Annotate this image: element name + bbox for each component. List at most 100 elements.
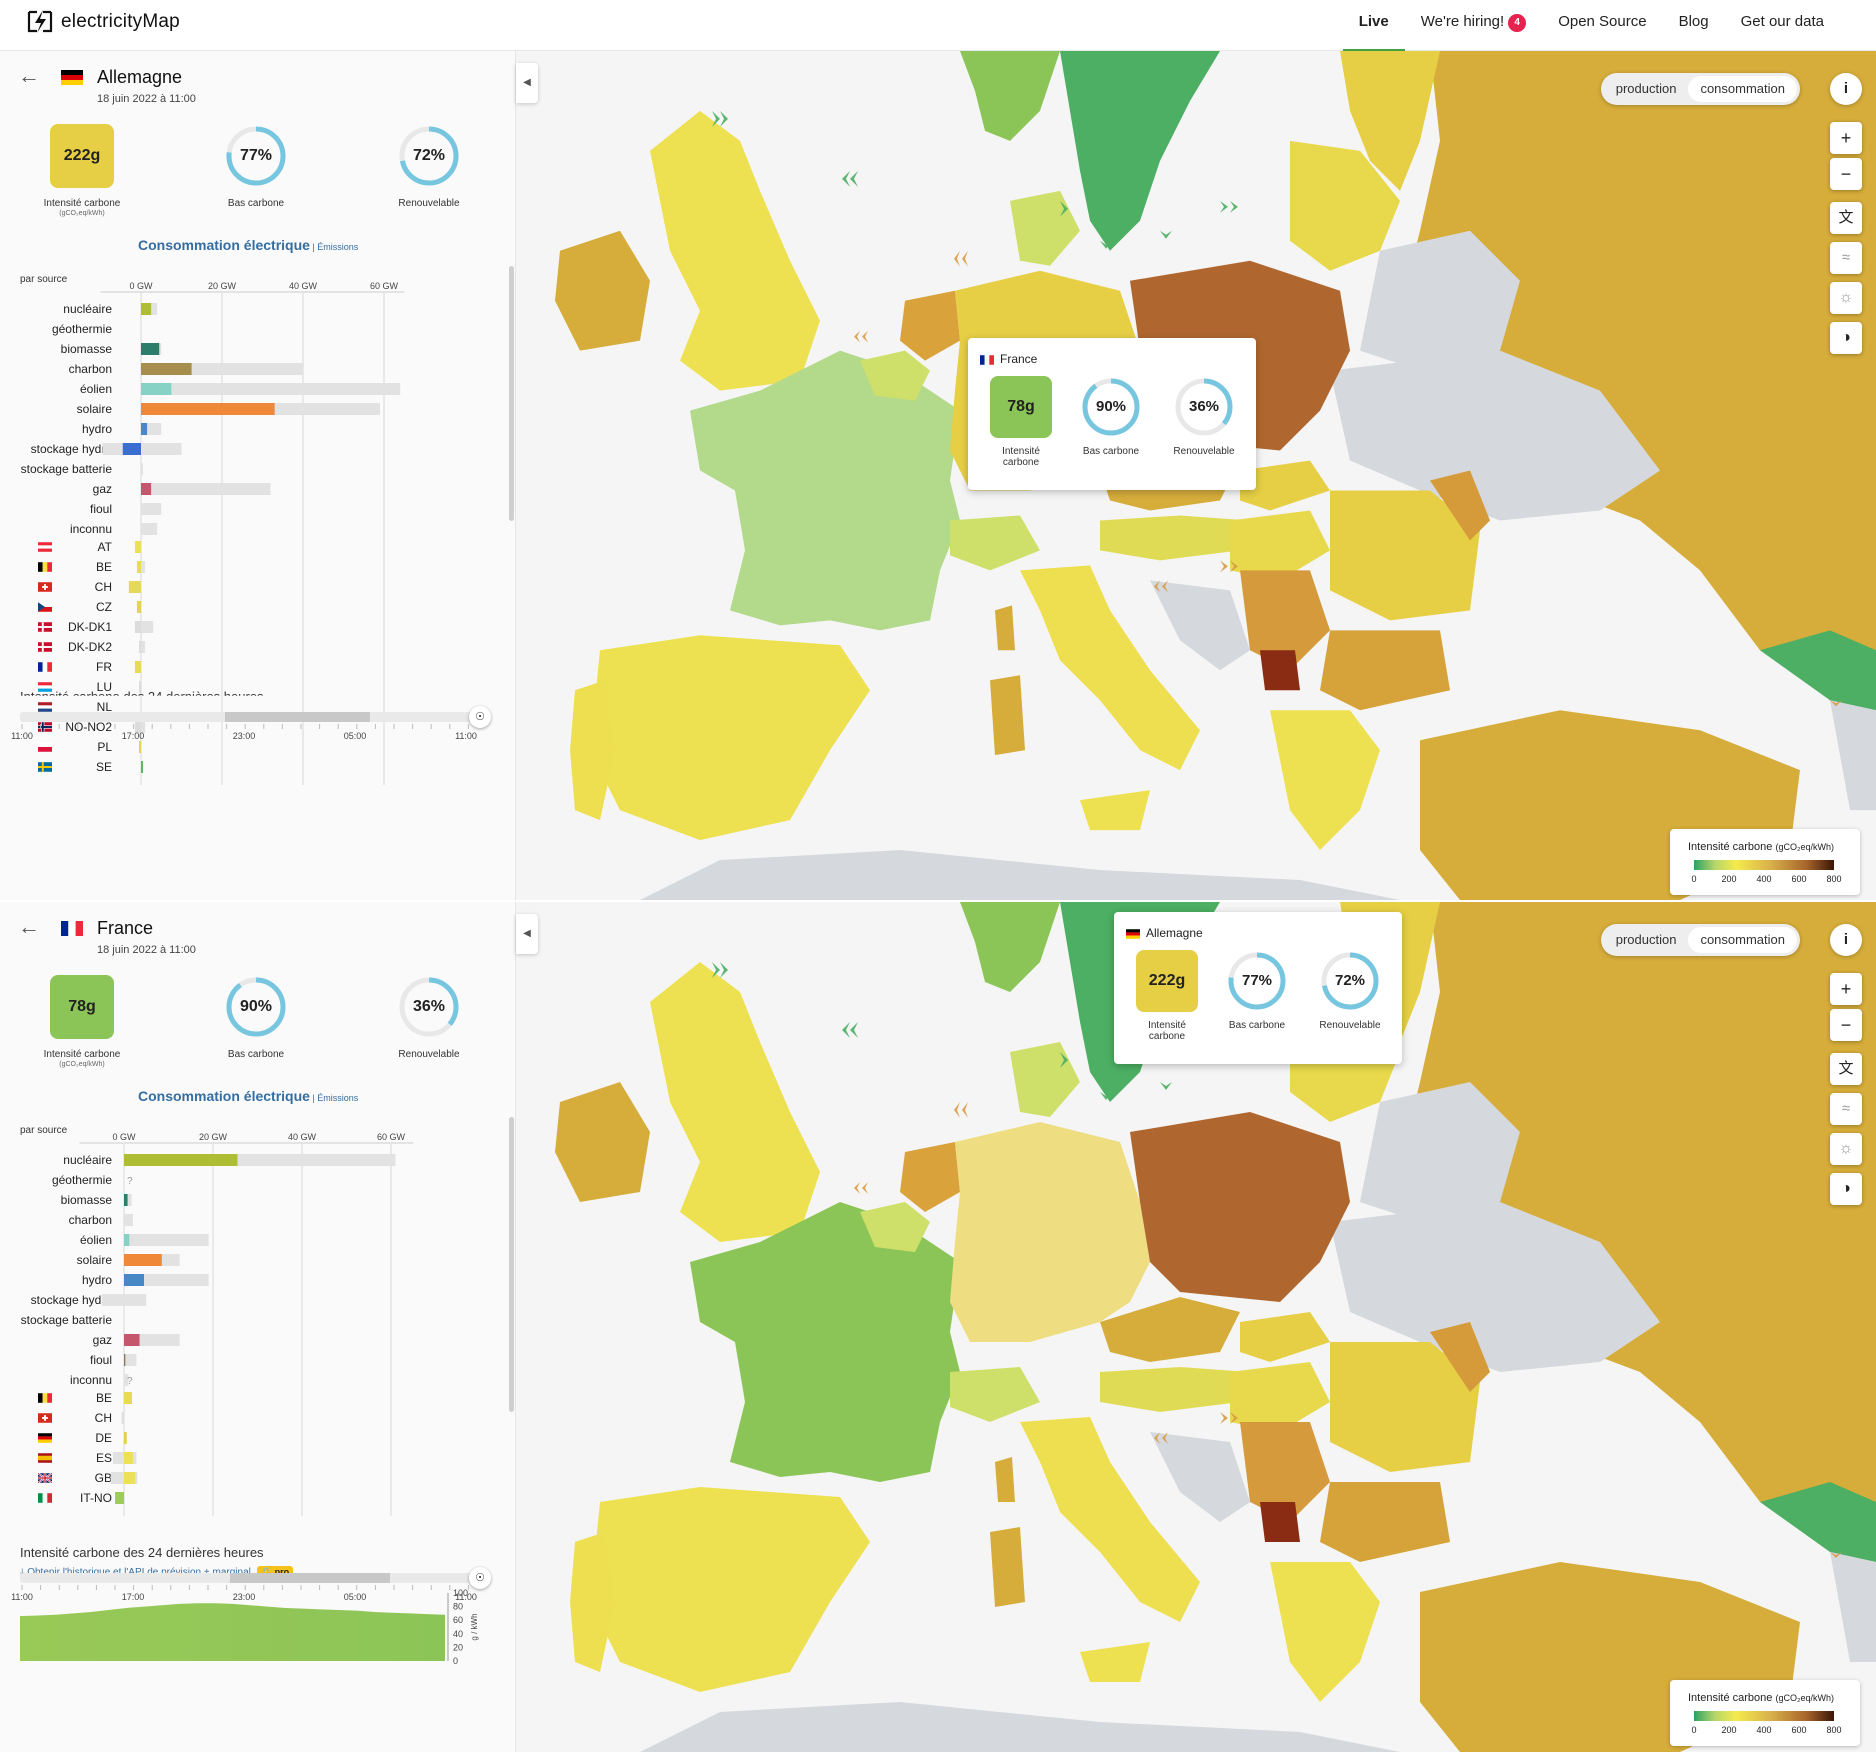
zoom-out-button[interactable]: − (1830, 1009, 1862, 1041)
consumption-option[interactable]: consommation (1688, 76, 1797, 102)
exchange-bar[interactable] (124, 1452, 133, 1464)
source-bar[interactable] (124, 1334, 140, 1346)
tooltip-flag-icon (980, 355, 994, 365)
chart-tick-label: 20 GW (208, 281, 237, 291)
production-consumption-toggle[interactable]: production consommation (1600, 73, 1800, 105)
exchange-bar[interactable] (138, 681, 141, 693)
tooltip-renewable-label: Renouvelable (1173, 446, 1235, 457)
exchange-bar[interactable] (124, 1392, 133, 1404)
consumption-title[interactable]: Consommation électrique | Émissions (138, 1088, 359, 1104)
production-option[interactable]: production (1615, 81, 1677, 96)
source-bar[interactable] (124, 1274, 145, 1286)
source-bar[interactable] (141, 423, 148, 435)
source-bar[interactable] (124, 1154, 238, 1166)
source-bar[interactable] (141, 483, 152, 495)
country-flag-icon (38, 762, 52, 772)
source-bar[interactable] (141, 303, 152, 315)
nav-hiring[interactable]: We're hiring! 4 (1405, 0, 1542, 51)
time-slider[interactable]: ☉ 11:00 17:00 23:00 05:00 11:00 (11, 706, 494, 741)
renewable-ring: 72% (397, 124, 461, 188)
source-bar[interactable] (124, 1234, 130, 1246)
panel-scrollbar[interactable] (509, 1117, 514, 1412)
exchange-bar[interactable] (141, 761, 144, 773)
low-carbon-kpi: 90% Bas carbone (186, 975, 326, 1060)
exchange-label: LU (97, 680, 112, 694)
map-zone-croatia-bosnia (1150, 1432, 1250, 1522)
dark-mode-icon[interactable]: ◑ (1830, 322, 1862, 354)
back-arrow-icon[interactable]: ← (18, 914, 40, 939)
info-button[interactable]: i (1830, 924, 1862, 956)
info-button[interactable]: i (1830, 73, 1862, 105)
sun-icon[interactable]: ☼ (1830, 282, 1862, 314)
map-zone-ireland (555, 230, 650, 351)
exchange-bar[interactable] (134, 721, 141, 733)
app-logo[interactable]: electricityMap (26, 9, 180, 34)
time-slider-knob-icon[interactable]: ☉ (469, 1567, 491, 1589)
history-y-tick: 60 (453, 1615, 463, 1625)
timeline-tick-label: 11:00 (455, 1592, 477, 1602)
exchange-bar[interactable] (136, 601, 141, 613)
capacity-bar (101, 1294, 147, 1306)
time-slider[interactable]: ☉ 11:00 17:00 23:00 05:00 11:00 (11, 1567, 494, 1602)
source-bar[interactable] (141, 363, 192, 375)
map-zone-north-africa (640, 850, 1400, 900)
language-icon[interactable]: 文 (1830, 202, 1862, 234)
nav-live[interactable]: Live (1342, 0, 1405, 51)
zoom-out-button[interactable]: − (1830, 158, 1862, 190)
map-zone-switzerland (950, 515, 1040, 571)
carbon-history-chart[interactable]: 100 80 60 40 20 0 g / kWh (20, 1587, 500, 1667)
emissions-link[interactable]: Émissions (317, 1093, 359, 1103)
back-arrow-icon[interactable]: ← (18, 63, 40, 88)
exchange-bar[interactable] (128, 581, 141, 593)
exchange-bar[interactable] (134, 621, 141, 633)
map-zone-bulgaria (1320, 630, 1450, 711)
source-bar[interactable] (122, 443, 141, 455)
dark-mode-icon[interactable]: ◑ (1830, 1173, 1862, 1205)
exchange-bar[interactable] (134, 661, 141, 673)
exchange-bar[interactable] (138, 741, 141, 753)
exchange-capacity-bar (141, 641, 146, 653)
screen-germany: ← Allemagne 18 juin 2022 à 11:00 222g In… (0, 51, 1876, 900)
emissions-link[interactable]: Émissions (317, 242, 359, 252)
capacity-bar (124, 1354, 137, 1366)
exchange-bar[interactable] (138, 641, 141, 653)
source-bar[interactable] (141, 343, 160, 355)
source-bar[interactable] (124, 1354, 126, 1366)
source-bar[interactable] (141, 383, 172, 395)
exchange-bar[interactable] (136, 561, 141, 573)
exchange-bar[interactable] (115, 1492, 124, 1504)
language-icon[interactable]: 文 (1830, 1053, 1862, 1085)
exchange-bar[interactable] (121, 1412, 124, 1424)
sun-icon[interactable]: ☼ (1830, 1133, 1862, 1165)
panel-scrollbar[interactable] (509, 266, 514, 521)
nav-open-source[interactable]: Open Source (1558, 13, 1647, 30)
zoom-in-button[interactable]: + (1830, 973, 1862, 1005)
zoom-in-button[interactable]: + (1830, 122, 1862, 154)
consumption-title[interactable]: Consommation électrique | Émissions (138, 237, 359, 253)
time-slider-knob-icon[interactable]: ☉ (469, 706, 491, 728)
consumption-option[interactable]: consommation (1688, 927, 1797, 953)
zone-name: Allemagne (97, 67, 183, 87)
map-zone-france (690, 350, 960, 631)
source-bar[interactable] (124, 1194, 128, 1206)
collapse-panel-button[interactable]: ◀ (516, 63, 538, 103)
wind-icon[interactable]: ≈ (1830, 1093, 1862, 1125)
country-flag-icon (38, 542, 52, 552)
country-flag-icon (38, 1413, 52, 1423)
map-zone-sicily (1080, 790, 1150, 831)
exchange-bar[interactable] (124, 1472, 136, 1484)
nav-get-data[interactable]: Get our data (1740, 13, 1824, 30)
source-bar[interactable] (141, 403, 275, 415)
map-zone-romania (1330, 1342, 1480, 1472)
collapse-panel-button[interactable]: ◀ (516, 914, 538, 954)
nav-blog[interactable]: Blog (1678, 13, 1709, 30)
source-label: géothermie (52, 1173, 112, 1187)
source-bar[interactable] (124, 1254, 162, 1266)
wind-icon[interactable]: ≈ (1830, 242, 1862, 274)
production-consumption-toggle[interactable]: production consommation (1600, 924, 1800, 956)
renewable-kpi: 36% Renouvelable (359, 975, 499, 1060)
exchange-bar[interactable] (134, 541, 141, 553)
production-option[interactable]: production (1615, 932, 1677, 947)
map-zone-greece (1270, 1562, 1380, 1702)
exchange-bar[interactable] (124, 1432, 127, 1444)
